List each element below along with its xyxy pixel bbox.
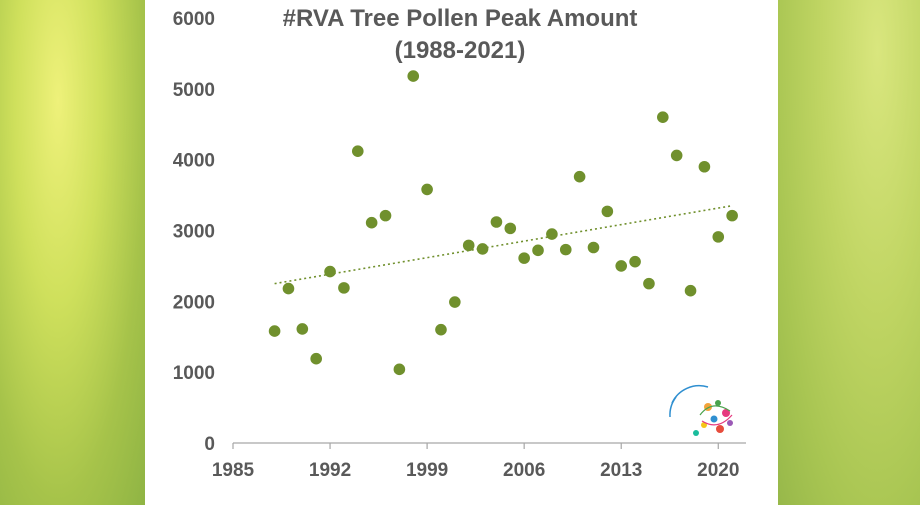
data-point xyxy=(296,323,309,335)
watermark-logo xyxy=(669,384,733,436)
data-point xyxy=(643,277,655,290)
data-point xyxy=(324,265,336,278)
x-tick-label: 1985 xyxy=(212,460,255,481)
axes: 0 1000 2000 3000 4000 5000 6000 1985 1992 1999 200… xyxy=(173,9,746,481)
chart-subtitle: (1988-2021) xyxy=(395,37,526,64)
y-tick-label: 5000 xyxy=(173,80,215,101)
trendline-group xyxy=(274,204,733,285)
y-tick-label: 6000 xyxy=(173,9,215,30)
x-tick-label: 1992 xyxy=(309,460,351,481)
data-point xyxy=(504,222,517,235)
data-point xyxy=(338,282,350,294)
data-point xyxy=(310,352,322,365)
data-point xyxy=(615,260,628,272)
data-point xyxy=(532,244,544,257)
data-point xyxy=(462,239,475,252)
data-point xyxy=(421,183,433,196)
data-point xyxy=(546,228,558,240)
y-tick-label: 2000 xyxy=(173,292,215,313)
data-point xyxy=(490,216,503,228)
data-point xyxy=(559,243,572,256)
trendline xyxy=(274,204,733,285)
data-point xyxy=(365,216,378,229)
data-point xyxy=(282,282,295,295)
chart-panel xyxy=(145,0,778,505)
data-point xyxy=(268,325,281,337)
data-point xyxy=(379,209,392,222)
data-point xyxy=(629,255,641,268)
data-point xyxy=(476,243,489,255)
data-point xyxy=(351,145,364,157)
data-point xyxy=(712,231,725,243)
data-point xyxy=(601,205,614,218)
x-tick-label: 2013 xyxy=(600,460,642,481)
data-point xyxy=(449,296,461,308)
data-point xyxy=(670,149,683,162)
data-point xyxy=(587,241,600,254)
data-point xyxy=(726,209,738,222)
data-point xyxy=(657,111,669,123)
data-point xyxy=(573,170,586,183)
x-tick-label: 2006 xyxy=(503,460,545,481)
data-point xyxy=(407,70,420,82)
chart-title: #RVA Tree Pollen Peak Amount xyxy=(283,5,638,32)
data-point xyxy=(435,323,447,336)
y-tick-label: 1000 xyxy=(173,363,215,384)
x-tick-label: 2020 xyxy=(697,460,739,481)
data-points xyxy=(268,70,738,376)
background-left xyxy=(0,0,145,505)
background-right xyxy=(778,0,920,505)
data-point xyxy=(518,252,530,264)
y-tick-label: 0 xyxy=(204,434,215,455)
data-point xyxy=(684,284,697,297)
y-tick-label: 4000 xyxy=(173,151,215,172)
data-point xyxy=(698,160,711,173)
data-point xyxy=(393,363,406,376)
y-tick-label: 3000 xyxy=(173,222,215,243)
x-tick-label: 1999 xyxy=(406,460,448,481)
